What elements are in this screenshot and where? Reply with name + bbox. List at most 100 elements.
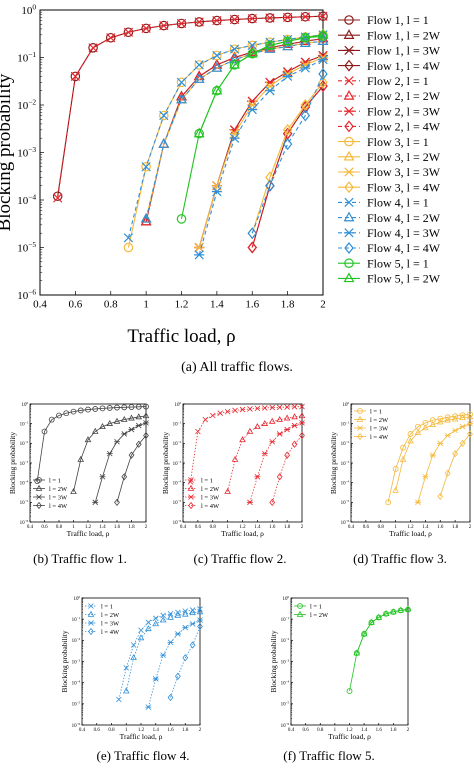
- data-point: [429, 417, 436, 424]
- legend: l = 1 l = 2Wl = 3W l = 4W: [85, 603, 120, 636]
- data-point: [318, 76, 328, 89]
- x-tick-label: 0.4: [348, 525, 355, 530]
- x-tick-label: 0.8: [378, 525, 385, 530]
- x-axis-label: Traffic load, ρ: [389, 529, 432, 538]
- data-point: [122, 687, 130, 694]
- series-2: [414, 420, 473, 506]
- y-tick-label: 100: [343, 401, 350, 408]
- legend-label: Flow 5, l = 1: [367, 256, 429, 270]
- data-point: [114, 498, 120, 506]
- data-point: [141, 23, 151, 34]
- data-point: [318, 11, 328, 21]
- plot-frame: [81, 597, 201, 726]
- data-point: [194, 242, 205, 253]
- data-point: [105, 33, 116, 43]
- legend-label: l = 1: [310, 603, 322, 610]
- data-point: [229, 53, 240, 64]
- data-point: [300, 101, 311, 114]
- y-axis-label: Blocking probability: [329, 432, 338, 495]
- data-point: [195, 428, 201, 435]
- data-point: [291, 413, 298, 420]
- series-1: [353, 605, 412, 656]
- legend-label: l = 4W: [201, 503, 220, 510]
- data-point: [70, 71, 80, 82]
- x-tick-label: 1.4: [361, 728, 368, 733]
- data-point: [106, 450, 113, 457]
- x-tick-label: 1.2: [407, 525, 414, 530]
- data-point: [123, 233, 134, 243]
- caption: (f) Traffic flow 5.: [283, 748, 374, 763]
- legend-marker: [35, 484, 43, 491]
- data-point: [229, 14, 240, 25]
- data-point: [120, 415, 128, 422]
- data-point: [247, 406, 253, 412]
- data-point: [143, 431, 149, 440]
- legend-label: l = 4W: [101, 629, 120, 636]
- data-point: [135, 413, 143, 420]
- plot-frame: [290, 597, 409, 726]
- series-line: [145, 38, 324, 222]
- legend-marker: [88, 603, 94, 609]
- series-line: [198, 55, 324, 248]
- x-tick-label: 0.8: [108, 728, 115, 733]
- legend-marker: [344, 15, 354, 25]
- x-tick-label: 0.8: [317, 728, 324, 733]
- legend-label: l = 1: [370, 408, 382, 415]
- x-tick-label: 0.6: [195, 525, 202, 530]
- data-point: [224, 408, 231, 415]
- data-point: [282, 40, 294, 51]
- data-point: [128, 404, 135, 410]
- series-3: [437, 430, 473, 501]
- x-tick-label: 1.6: [376, 728, 383, 733]
- x-tick-label: 1: [226, 525, 229, 530]
- legend-marker: [188, 477, 194, 483]
- x-tick-label: 1.6: [167, 728, 174, 733]
- data-point: [467, 411, 473, 418]
- data-point: [77, 455, 85, 462]
- data-point: [140, 212, 152, 223]
- data-point: [239, 436, 246, 443]
- data-point: [176, 77, 187, 88]
- data-point: [299, 403, 305, 410]
- data-point: [85, 406, 91, 413]
- data-point: [283, 414, 291, 421]
- data-point: [444, 469, 451, 477]
- series-line: [251, 81, 324, 234]
- x-tick-label: 1: [72, 525, 75, 530]
- legend-label: l = 3W: [49, 494, 68, 501]
- data-point: [152, 620, 160, 627]
- data-point: [261, 419, 269, 426]
- data-point: [70, 71, 81, 82]
- series-line: [439, 433, 471, 497]
- series-line: [125, 611, 201, 692]
- data-point: [247, 104, 258, 115]
- y-tick-label: 10−1: [20, 420, 29, 427]
- series-line: [251, 85, 324, 248]
- legend: l = 1 l = 2Wl = 3W l = 4W: [354, 408, 389, 441]
- data-point: [246, 46, 258, 56]
- data-point: [135, 440, 142, 448]
- data-point: [135, 422, 142, 429]
- y-axis-label: Blocking probability: [161, 432, 170, 495]
- data-point: [145, 625, 152, 632]
- data-point: [466, 413, 474, 420]
- data-point: [282, 123, 293, 136]
- data-point: [300, 11, 311, 22]
- legend-label: Flow 1, l = 4W: [367, 59, 441, 73]
- data-point: [284, 451, 291, 459]
- x-tick-label: 1.2: [175, 299, 189, 311]
- series-1: [392, 413, 474, 493]
- x-tick-label: 1: [143, 299, 149, 311]
- data-point: [452, 427, 459, 434]
- data-point: [436, 418, 444, 425]
- data-point: [52, 191, 63, 202]
- series-line: [73, 415, 147, 492]
- data-point: [400, 444, 406, 451]
- legend-label: Flow 1, l = 2W: [367, 28, 441, 42]
- x-tick-label: 0.4: [288, 728, 295, 733]
- legend-marker: [357, 432, 363, 441]
- x-axis-label: Traffic load, ρ: [120, 732, 163, 741]
- legend-label: l = 3W: [201, 494, 220, 501]
- data-point: [121, 473, 128, 481]
